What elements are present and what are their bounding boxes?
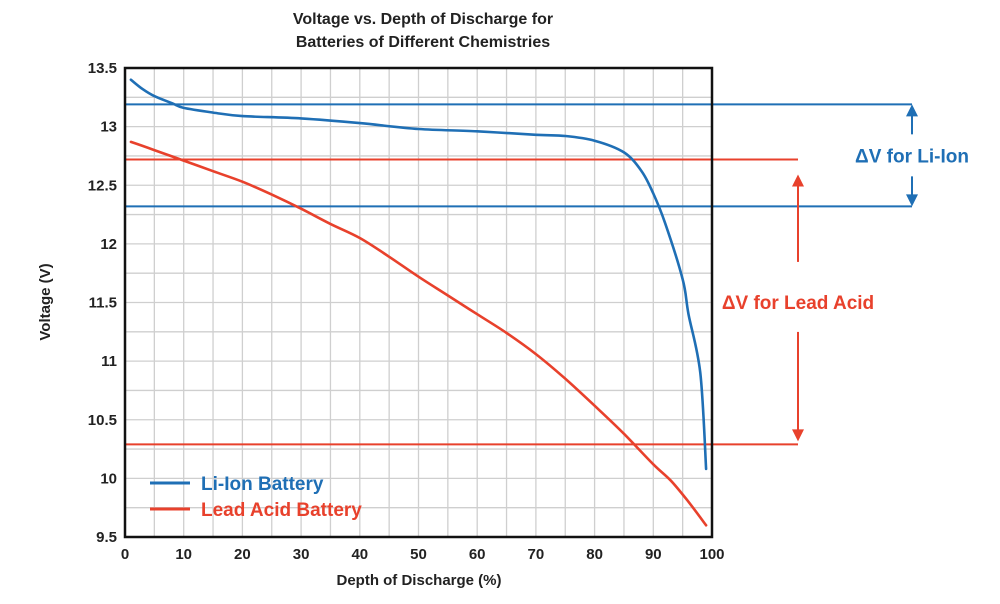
- li-ion-delta-v-label: ΔV for Li-Ion: [855, 146, 969, 167]
- x-tick-label: 30: [293, 546, 310, 563]
- data-series: [129, 78, 708, 527]
- x-tick-label: 0: [121, 546, 129, 563]
- chart-title-line2: Batteries of Different Chemistries: [296, 34, 550, 51]
- y-tick-label: 11.5: [89, 295, 117, 312]
- x-tick-label: 60: [469, 546, 486, 563]
- legend-label: Lead Acid Battery: [201, 500, 362, 521]
- lead-acid-arrow-head-down: [792, 429, 804, 442]
- legend: Li-Ion Battery Lead Acid Battery: [150, 474, 362, 521]
- y-tick-label: 13.5: [88, 60, 117, 77]
- grid-lines: [124, 67, 713, 538]
- y-tick-label: 10: [100, 470, 117, 487]
- li-ion-arrow-head-up: [906, 104, 918, 117]
- y-tick-labels: 9.5 10 10.5 11 11.5 12 12.5 13 13.5: [88, 60, 117, 546]
- legend-label: Li-Ion Battery: [201, 474, 324, 495]
- delta-v-reference-lines: [125, 103, 912, 446]
- chart-title: Voltage vs. Depth of Discharge for Batte…: [293, 11, 553, 51]
- lead-acid-battery-line: [129, 140, 708, 527]
- legend-lead-acid: Lead Acid Battery: [150, 500, 362, 521]
- y-tick-label: 10.5: [88, 412, 117, 429]
- y-tick-label: 13: [100, 119, 117, 136]
- x-tick-label: 100: [699, 546, 724, 563]
- x-axis-label: Depth of Discharge (%): [336, 572, 501, 589]
- y-tick-label: 9.5: [96, 529, 117, 546]
- x-tick-labels: 0 10 20 30 40 50 60 70 80 90 100: [121, 546, 725, 563]
- lead-acid-arrow-head-up: [792, 174, 804, 187]
- x-tick-label: 40: [351, 546, 368, 563]
- y-tick-label: 11: [101, 353, 117, 370]
- x-tick-label: 10: [175, 546, 192, 563]
- y-tick-label: 12: [100, 236, 117, 253]
- chart-title-line1: Voltage vs. Depth of Discharge for: [293, 11, 553, 28]
- x-tick-label: 70: [528, 546, 545, 563]
- delta-v-annotations: ΔV for Li-Ion ΔV for Lead Acid: [722, 104, 969, 442]
- x-tick-label: 50: [410, 546, 427, 563]
- plot-frame: [123, 66, 714, 539]
- y-tick-label: 12.5: [88, 177, 117, 194]
- legend-li-ion: Li-Ion Battery: [150, 474, 324, 495]
- x-tick-label: 20: [234, 546, 251, 563]
- x-tick-label: 90: [645, 546, 662, 563]
- li-ion-arrow-head-down: [906, 194, 918, 207]
- x-tick-label: 80: [586, 546, 603, 563]
- li-ion-battery-line: [129, 78, 708, 471]
- lead-acid-delta-v-label: ΔV for Lead Acid: [722, 293, 874, 314]
- y-axis-label: Voltage (V): [37, 263, 54, 340]
